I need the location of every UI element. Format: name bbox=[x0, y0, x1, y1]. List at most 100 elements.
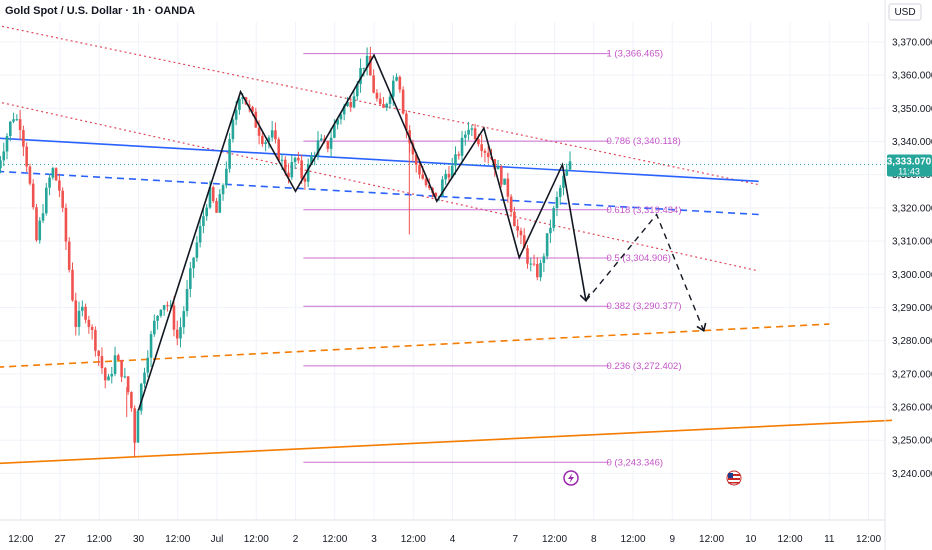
candle-body bbox=[339, 114, 343, 120]
currency-button[interactable]: USD bbox=[888, 3, 922, 21]
candle-body bbox=[54, 168, 58, 181]
candle-body bbox=[211, 187, 215, 202]
candle-body bbox=[25, 146, 28, 167]
candle-body bbox=[5, 136, 9, 152]
x-tick-label: 12:00 bbox=[401, 534, 426, 545]
candle-body bbox=[12, 119, 15, 122]
candle-body bbox=[421, 174, 425, 179]
candle-body bbox=[333, 124, 336, 138]
y-tick-label: 3,240.000 bbox=[892, 469, 932, 480]
projection-arrowhead bbox=[696, 322, 707, 332]
candle-body bbox=[355, 84, 359, 97]
chart-title: Gold Spot / U.S. Dollar · 1h · OANDA bbox=[5, 5, 195, 17]
y-tick-label: 3,320.000 bbox=[892, 203, 932, 214]
candle-body bbox=[15, 119, 19, 121]
candle-body bbox=[251, 106, 254, 112]
candle-body bbox=[539, 262, 542, 278]
candle-body bbox=[208, 187, 212, 208]
candle-body bbox=[555, 197, 559, 209]
y-tick-label: 3,290.000 bbox=[892, 303, 932, 314]
y-tick-label: 3,340.000 bbox=[892, 137, 932, 148]
candle-body bbox=[414, 154, 418, 165]
candle-body bbox=[179, 327, 182, 339]
candle-body bbox=[486, 152, 490, 158]
candle-body bbox=[441, 179, 444, 197]
x-tick-label: 12:00 bbox=[542, 534, 567, 545]
fib-label: 0 (3,243.346) bbox=[607, 457, 664, 468]
trend-line-orange-solid bbox=[0, 419, 893, 465]
candle-body bbox=[172, 305, 176, 330]
x-tick-label: 30 bbox=[133, 534, 145, 545]
candle-body bbox=[529, 263, 533, 265]
candle-body bbox=[447, 173, 451, 178]
candle-body bbox=[336, 119, 339, 125]
candle-body bbox=[153, 320, 156, 335]
candle-body bbox=[67, 241, 71, 270]
candle-body bbox=[84, 306, 87, 320]
candle-body bbox=[136, 410, 140, 443]
x-tick-label: 12:00 bbox=[322, 534, 347, 545]
event-icon-us-flag[interactable] bbox=[726, 470, 742, 486]
x-tick-label: 11 bbox=[824, 534, 835, 545]
projection-line bbox=[585, 213, 705, 331]
zigzag-pattern bbox=[137, 53, 707, 411]
candle-body bbox=[290, 162, 294, 178]
candle-body bbox=[565, 169, 569, 176]
candle-body bbox=[139, 383, 143, 411]
candle-body bbox=[427, 185, 431, 188]
candle-body bbox=[238, 99, 241, 110]
candle-body bbox=[225, 168, 228, 186]
candle-body bbox=[342, 106, 346, 115]
fib-label: 1 (3,366.465) bbox=[607, 49, 664, 60]
candle-body bbox=[31, 183, 35, 208]
candle-body bbox=[280, 159, 284, 161]
candle-body bbox=[434, 192, 438, 197]
candle-body bbox=[113, 355, 117, 374]
candle-body bbox=[149, 334, 153, 358]
candle-body bbox=[513, 211, 516, 227]
candle-body bbox=[117, 355, 120, 360]
candle-body bbox=[51, 168, 55, 178]
y-tick-label: 3,250.000 bbox=[892, 436, 932, 447]
x-tick-label: 12:00 bbox=[8, 534, 33, 545]
zigzag-line bbox=[137, 53, 587, 411]
candle-body bbox=[464, 134, 467, 138]
candle-body bbox=[74, 300, 78, 327]
candle-body bbox=[264, 142, 267, 145]
candle-body bbox=[316, 140, 320, 156]
candle-body bbox=[156, 315, 159, 321]
fib-label: 0.618 (3,319.434) bbox=[607, 205, 682, 216]
x-tick-label: 12:00 bbox=[87, 534, 112, 545]
candle-body bbox=[391, 80, 395, 97]
candle-body bbox=[516, 226, 519, 231]
candle-body bbox=[198, 225, 202, 243]
candle-body bbox=[522, 235, 526, 249]
candle-body bbox=[166, 305, 169, 307]
candle-body bbox=[192, 257, 195, 269]
x-tick-label: 9 bbox=[670, 534, 676, 545]
candle-body bbox=[0, 160, 2, 169]
candle-body bbox=[58, 180, 61, 191]
x-tick-label: 27 bbox=[54, 534, 66, 545]
candle-body bbox=[87, 319, 91, 327]
candle-body bbox=[120, 359, 123, 377]
candle-body bbox=[352, 96, 356, 108]
grid bbox=[0, 22, 885, 520]
candle-body bbox=[90, 326, 94, 331]
event-icon-flash[interactable] bbox=[563, 470, 579, 486]
x-tick-label: 8 bbox=[591, 534, 597, 545]
candle-body bbox=[107, 376, 110, 381]
candle-body bbox=[395, 76, 398, 81]
candle-body bbox=[329, 137, 333, 149]
candle-body bbox=[133, 408, 136, 443]
candle-body bbox=[143, 372, 146, 384]
candle-body bbox=[558, 187, 562, 198]
x-tick-label: 3 bbox=[371, 534, 377, 545]
candle-body bbox=[8, 121, 12, 137]
y-tick-label: 3,310.000 bbox=[892, 237, 932, 248]
candle-body bbox=[77, 310, 81, 327]
x-tick-label: 12:00 bbox=[244, 534, 269, 545]
candle-body bbox=[48, 177, 51, 188]
candle-body bbox=[185, 288, 189, 312]
